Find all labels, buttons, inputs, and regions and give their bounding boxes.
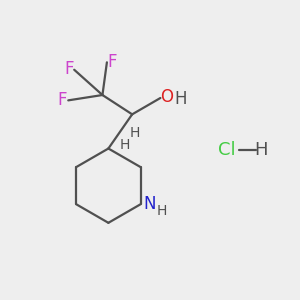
Text: Cl: Cl xyxy=(218,141,236,159)
Text: F: F xyxy=(107,53,117,71)
Text: H: H xyxy=(157,204,167,218)
Text: H: H xyxy=(129,126,140,140)
Text: F: F xyxy=(57,92,67,110)
Text: H: H xyxy=(119,138,130,152)
Text: O: O xyxy=(160,88,173,106)
Text: H: H xyxy=(174,90,187,108)
Text: N: N xyxy=(143,195,156,213)
Text: F: F xyxy=(64,60,74,78)
Text: H: H xyxy=(255,141,268,159)
